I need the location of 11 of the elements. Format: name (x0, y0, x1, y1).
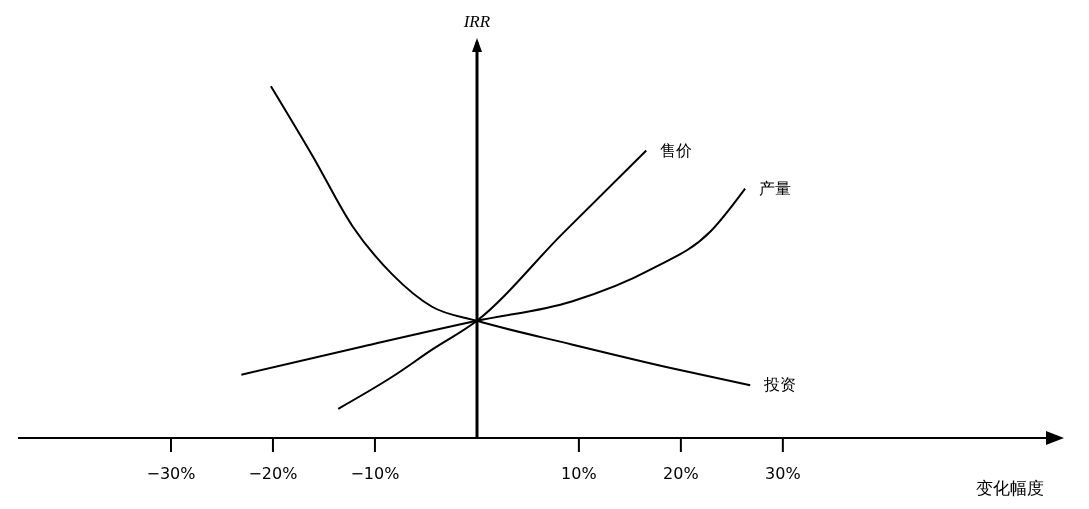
x-tick-label: 30% (765, 464, 801, 484)
series-label: 售价 (660, 140, 693, 160)
x-tick-label: −30% (146, 464, 196, 484)
x-axis-title: 变化幅度 (976, 478, 1044, 498)
series-label: 投资 (763, 375, 797, 395)
series-label: 产量 (759, 178, 792, 198)
y-axis-title: IRR (462, 12, 492, 32)
x-tick-label: 10% (561, 464, 597, 484)
x-tick-label: −20% (248, 464, 298, 484)
x-tick-label: 20% (663, 464, 699, 484)
x-tick-label: −10% (350, 464, 400, 484)
